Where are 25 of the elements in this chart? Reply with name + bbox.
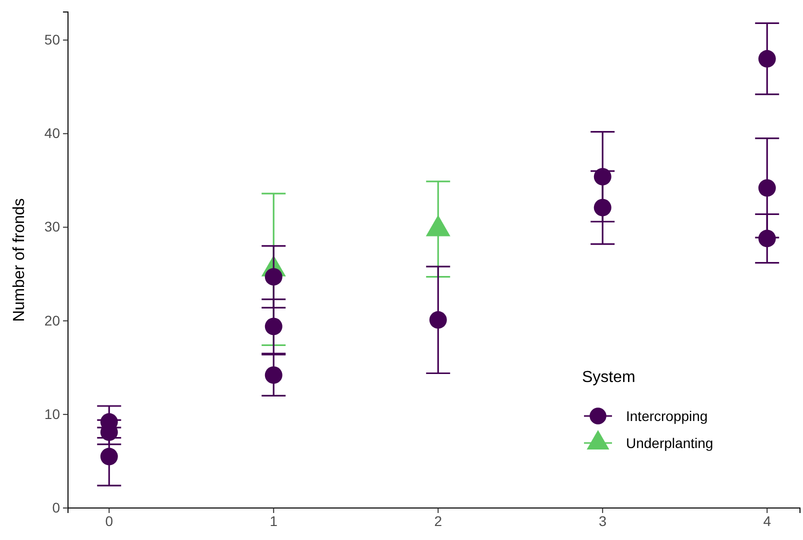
x-tick-label: 4 xyxy=(763,512,772,529)
y-tick-label: 10 xyxy=(44,406,60,422)
legend-title: System xyxy=(582,369,636,386)
point xyxy=(594,198,612,216)
x-tick-label: 2 xyxy=(434,512,442,529)
point xyxy=(594,168,612,186)
y-tick-label: 0 xyxy=(52,499,60,516)
legend-label: Underplanting xyxy=(626,435,714,451)
point xyxy=(264,318,282,336)
point xyxy=(758,230,776,248)
y-tick-label: 30 xyxy=(44,218,60,235)
y-tick-label: 50 xyxy=(44,32,60,48)
x-tick-label: 0 xyxy=(105,512,114,529)
y-tick-label: 20 xyxy=(44,312,60,328)
point xyxy=(264,268,282,286)
point xyxy=(264,366,282,384)
point xyxy=(429,311,447,329)
y-axis-title: Number of fronds xyxy=(11,198,28,322)
x-tick-label: 1 xyxy=(270,512,278,529)
legend-label: Intercropping xyxy=(626,408,708,424)
point xyxy=(758,50,776,68)
point xyxy=(100,448,118,466)
y-tick-label: 40 xyxy=(44,125,60,142)
point xyxy=(758,179,776,197)
x-tick-label: 3 xyxy=(598,512,607,529)
